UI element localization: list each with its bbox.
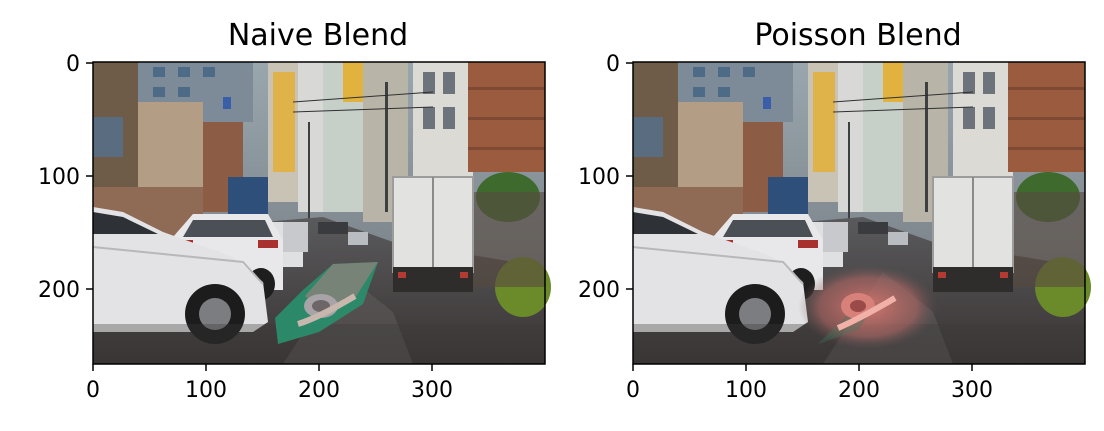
naive-y-ticks: 0 100 200 (38, 52, 93, 303)
poisson-blend-axes: Poisson Blend 0 100 200 300 (578, 18, 1092, 403)
poisson-snail-blend (798, 265, 938, 349)
poisson-ytick-200: 200 (578, 278, 620, 303)
naive-xtick-0: 0 (86, 378, 100, 403)
naive-blend-image (92, 61, 552, 365)
naive-x-ticks: 0 100 200 300 (86, 364, 453, 403)
poisson-ytick-0: 0 (606, 52, 620, 77)
poisson-blend-title: Poisson Blend (754, 18, 961, 53)
poisson-ytick-100: 100 (578, 165, 620, 190)
naive-xtick-200: 200 (298, 378, 340, 403)
naive-xtick-100: 100 (185, 378, 227, 403)
naive-xtick-300: 300 (411, 378, 453, 403)
naive-blend-title: Naive Blend (228, 18, 408, 53)
poisson-y-ticks: 0 100 200 (578, 52, 633, 303)
poisson-xtick-100: 100 (725, 378, 767, 403)
naive-snail-patch (275, 262, 378, 344)
naive-ytick-0: 0 (66, 52, 80, 77)
poisson-xtick-0: 0 (626, 378, 640, 403)
naive-ytick-100: 100 (38, 165, 80, 190)
naive-ytick-200: 200 (38, 278, 80, 303)
poisson-blend-image (632, 61, 1092, 365)
poisson-xtick-200: 200 (838, 378, 880, 403)
naive-blend-axes: Naive Blend 0 100 200 300 (38, 18, 552, 403)
poisson-x-ticks: 0 100 200 300 (626, 364, 993, 403)
poisson-xtick-300: 300 (951, 378, 993, 403)
